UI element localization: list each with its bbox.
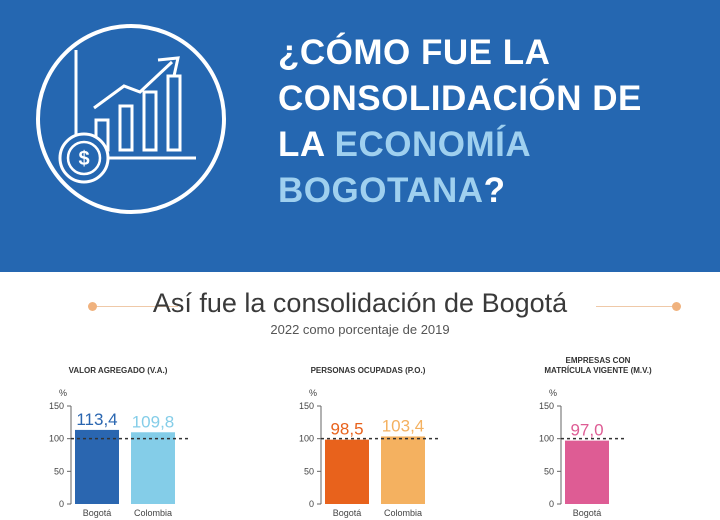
y-tick-label: 100 (539, 434, 554, 444)
chart-title: VALOR AGREGADO (V.A.) (68, 366, 168, 375)
bar (325, 439, 369, 504)
y-tick-label: 150 (539, 401, 554, 411)
y-tick-label: 100 (49, 434, 64, 444)
y-tick-label: 0 (309, 499, 314, 509)
left-divider-dot (88, 302, 97, 311)
bar (75, 429, 119, 504)
section-title: Así fue la consolidación de Bogotá (152, 288, 568, 318)
y-tick-label: 0 (549, 499, 554, 509)
title-line-4b: ? (483, 171, 506, 210)
chart-personas-ocupadas: PERSONAS OCUPADAS (P.O.) % 0 50 100 150 98,5 B… (295, 350, 495, 520)
data-label: 109,8 (132, 412, 175, 431)
data-label: 113,4 (76, 410, 117, 429)
bar (565, 440, 609, 504)
title-line-3b: ECONOMÍA (334, 125, 532, 164)
chart-title-line-1: EMPRESAS CON (565, 356, 631, 365)
y-axis-unit-label: % (549, 388, 557, 398)
right-divider-dot (672, 302, 681, 311)
title-line-4a: BOGOTANA (278, 171, 484, 210)
title-line-3a: LA (278, 125, 325, 164)
y-tick-label: 0 (59, 499, 64, 509)
y-tick-label: 100 (299, 434, 314, 444)
y-tick-label: 50 (544, 466, 554, 476)
chart-title: EMPRESAS CON MATRÍCULA VIGENTE (M.V.) (533, 356, 663, 376)
bar (381, 436, 425, 504)
bar (131, 432, 175, 504)
data-label: 97,0 (570, 421, 603, 440)
svg-text:$: $ (78, 148, 89, 170)
header-banner: $ ¿CÓMO FUE LA CONSOLIDACIÓN DE LA ECONO… (0, 0, 720, 272)
title-line-2: CONSOLIDACIÓN DE (278, 79, 642, 118)
right-divider (596, 306, 676, 307)
y-tick-label: 50 (54, 466, 64, 476)
title-line-1: ¿CÓMO FUE LA (278, 33, 551, 72)
chart-empresas-matricula: EMPRESAS CON MATRÍCULA VIGENTE (M.V.) % 0… (535, 350, 720, 520)
y-tick-label: 150 (49, 401, 64, 411)
chart-title-line-2: MATRÍCULA VIGENTE (M.V.) (544, 366, 652, 375)
y-axis-unit-label: % (309, 388, 317, 398)
page-title: ¿CÓMO FUE LA CONSOLIDACIÓN DE LA ECONOMÍ… (278, 30, 708, 214)
data-label: 103,4 (382, 416, 425, 435)
chart-title: PERSONAS OCUPADAS (P.O.) (310, 366, 426, 375)
section-subtitle: 2022 como porcentaje de 2019 (270, 322, 450, 337)
y-axis-unit-label: % (59, 388, 67, 398)
data-label: 98,5 (330, 420, 363, 439)
y-tick-label: 150 (299, 401, 314, 411)
y-tick-label: 50 (304, 466, 314, 476)
growth-chart-money-icon: $ (36, 24, 226, 214)
left-divider (92, 306, 178, 307)
chart-valor-agregado: VALOR AGREGADO (V.A.) % 0 50 100 150 113,4 Bog… (45, 350, 245, 520)
